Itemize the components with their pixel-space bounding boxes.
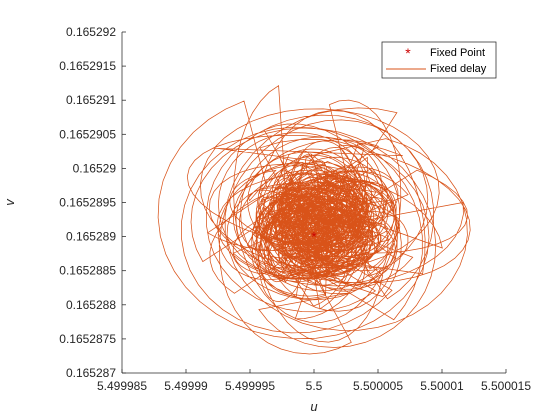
- y-tick-label: 0.165289: [66, 230, 116, 244]
- legend-box: [381, 41, 497, 79]
- x-axis-label: u: [310, 399, 317, 414]
- y-tick-label: 0.1652885: [59, 264, 116, 278]
- legend-entry-fixed-point: * Fixed Point: [405, 45, 485, 61]
- y-tick-label: 0.1652915: [59, 59, 116, 73]
- x-tick-label: 5.499985: [97, 379, 147, 393]
- legend: * Fixed Point Fixed delay: [381, 41, 497, 79]
- x-tick-label: 5.500015: [481, 379, 531, 393]
- y-tick-label: 0.165292: [66, 25, 116, 39]
- y-tick-label: 0.165291: [66, 93, 116, 107]
- fixed-point-marker: *: [311, 229, 317, 245]
- y-tick-label: 0.1652895: [59, 196, 116, 210]
- x-tick-label: 5.49999: [164, 379, 208, 393]
- legend-entry-fixed-delay: Fixed delay: [386, 63, 487, 75]
- y-tick-label: 0.165287: [66, 366, 116, 380]
- legend-label-fixed-delay: Fixed delay: [430, 63, 487, 75]
- x-tick-label: 5.5: [306, 379, 323, 393]
- x-tick-label: 5.50001: [420, 379, 464, 393]
- legend-label-fixed-point: Fixed Point: [430, 47, 485, 59]
- y-tick-label: 0.1652875: [59, 332, 116, 346]
- y-tick-label: 0.16529: [73, 161, 117, 175]
- x-tick-label: 5.499995: [225, 379, 275, 393]
- series-fixed-delay-line: [157, 85, 471, 355]
- legend-marker-asterisk-icon: *: [405, 45, 411, 61]
- plot-area: *: [157, 85, 471, 355]
- y-axis: 0.165287 0.1652875 0.165288 0.1652885 0.1652…: [59, 25, 126, 380]
- y-axis-label: v: [2, 198, 17, 206]
- x-axis: 5.499985 5.49999 5.499995 5.5 5.500005 5.5000…: [97, 369, 531, 393]
- y-tick-label: 0.1652905: [59, 127, 116, 141]
- x-tick-label: 5.500005: [353, 379, 403, 393]
- y-tick-label: 0.165288: [66, 298, 116, 312]
